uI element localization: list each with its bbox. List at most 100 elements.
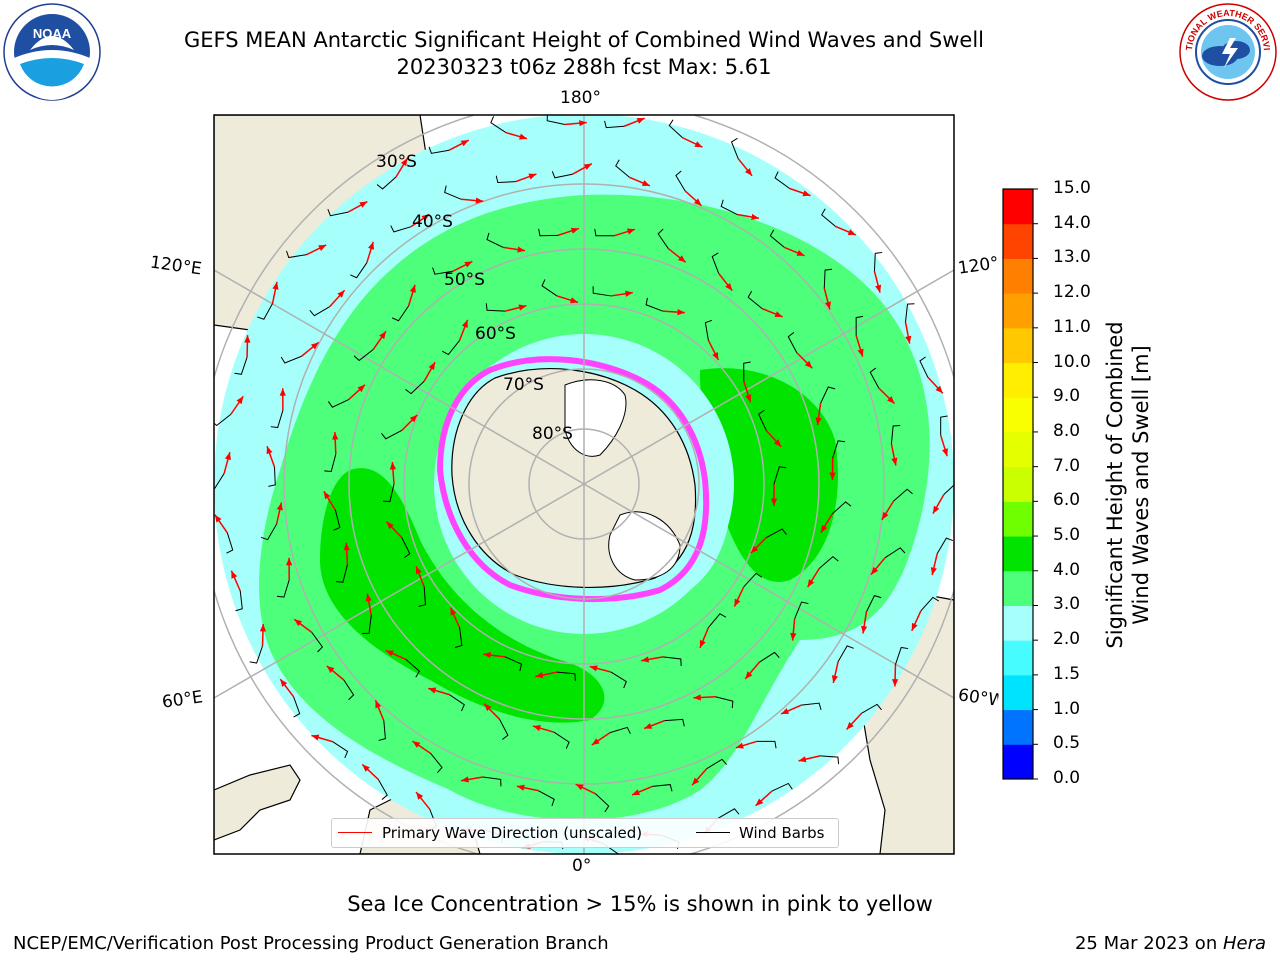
wind-barb xyxy=(940,415,948,436)
wave-arrow-head xyxy=(829,472,836,480)
wave-arrow-head xyxy=(461,776,469,783)
wave-arrow-head xyxy=(750,545,759,554)
map-legend: Primary Wave Direction (unscaled) Wind B… xyxy=(331,818,839,848)
wave-arrow-head xyxy=(745,671,753,679)
colorbar-frame xyxy=(1002,188,1034,780)
colorbar-tick-label: 2.0 xyxy=(1053,629,1081,650)
legend-label-wind-barbs: Wind Barbs xyxy=(739,824,825,842)
wave-arrow-head xyxy=(905,335,912,344)
land-africa xyxy=(214,764,301,841)
wind-barb xyxy=(801,702,822,711)
wave-arrow-head xyxy=(389,462,397,470)
colorbar-tick-label: 15.0 xyxy=(1053,178,1091,198)
colorbar-segment xyxy=(1003,258,1033,294)
wave-vectors xyxy=(214,115,954,854)
wind-barb xyxy=(418,586,427,607)
wind-barb xyxy=(823,268,833,289)
wave-arrow-head xyxy=(461,319,468,328)
wind-barb xyxy=(936,537,954,554)
wind-barb xyxy=(904,303,915,323)
wind-barb xyxy=(495,175,516,184)
wave-arrow-head xyxy=(428,687,437,694)
wave-arrow-head xyxy=(744,168,753,176)
wave-arrow-head xyxy=(483,651,491,659)
wave-arrow-head xyxy=(820,524,828,533)
wind-barb xyxy=(381,430,402,440)
wave-arrow-head xyxy=(357,384,365,393)
wind-barb xyxy=(869,367,880,389)
wind-barb xyxy=(774,171,790,189)
wind-barb xyxy=(610,671,627,689)
colorbar-tick-label: 0.5 xyxy=(1053,733,1081,754)
wave-arrow-head xyxy=(332,432,339,440)
wind-barb xyxy=(595,793,610,813)
wave-arrow-head xyxy=(911,622,918,631)
wave-arrow-head xyxy=(930,567,937,576)
wind-barb xyxy=(837,645,854,662)
wind-barb xyxy=(378,720,386,741)
lat-label-80s: 80°S xyxy=(532,424,573,444)
wind-barb xyxy=(832,440,846,459)
wind-barb xyxy=(504,656,523,672)
wave-arrow-head xyxy=(589,665,598,672)
wave-arrow-head xyxy=(337,290,345,298)
sea-ice-note: Sea Ice Concentration > 15% is shown in … xyxy=(347,892,933,916)
nws-logo: NATIONAL WEATHER SERVICE xyxy=(1178,2,1277,101)
wave-arrow-head xyxy=(516,784,525,791)
wind-barb xyxy=(730,137,739,159)
noaa-logo-text: NOAA xyxy=(33,26,72,41)
wind-barb xyxy=(615,159,630,178)
wind-barb xyxy=(333,509,341,531)
wave-arrow-head xyxy=(891,679,899,687)
wave-arrow-head xyxy=(677,255,686,263)
wind-barb xyxy=(743,361,751,382)
colorbar-segment xyxy=(1003,501,1033,537)
wind-barb xyxy=(335,564,348,583)
wave-arrow-head xyxy=(214,514,222,523)
wind-barb xyxy=(280,355,302,364)
colorbar-tick-label: 8.0 xyxy=(1053,420,1081,441)
wave-arrow-head xyxy=(891,457,898,466)
wind-barb xyxy=(401,537,411,559)
wind-barb xyxy=(609,726,631,734)
wave-arrow-head xyxy=(518,304,527,311)
colorbar-segment xyxy=(1003,466,1033,502)
wave-arrow-head xyxy=(871,566,879,575)
wave-arrow-head xyxy=(375,700,382,709)
colorbar-tick-label: 4.0 xyxy=(1053,559,1081,580)
wind-barb xyxy=(444,185,462,200)
wave-arrow-head xyxy=(450,607,457,616)
wave-arrow-head xyxy=(745,394,752,403)
wave-band-4-5-west xyxy=(320,468,605,723)
wave-arrow-head xyxy=(751,213,759,221)
wind-barb xyxy=(794,601,809,619)
lon-label-0: 0° xyxy=(572,856,592,876)
wind-barb xyxy=(715,696,734,709)
wave-arrow-head xyxy=(412,741,421,748)
wave-arrow-head xyxy=(294,619,302,627)
wind-barb xyxy=(668,119,683,139)
wave-arrow-head xyxy=(579,120,587,127)
wave-arrow-head xyxy=(528,173,537,180)
wave-arrow-head xyxy=(409,414,418,423)
lat-label-50s: 50°S xyxy=(444,270,485,290)
wind-barb xyxy=(708,613,727,628)
wave-arrow-head xyxy=(535,672,544,679)
noaa-logo: NOAA xyxy=(3,3,101,101)
colorbar-tick-label: 1.5 xyxy=(1053,663,1081,684)
wave-arrow-head xyxy=(942,448,948,457)
wind-barb xyxy=(499,719,509,740)
wind-barb xyxy=(249,645,263,664)
wind-barb xyxy=(234,357,248,375)
colorbar-tick-label: 12.0 xyxy=(1053,282,1091,303)
legend-line-wind-barbs xyxy=(696,832,730,833)
wave-arrow-head xyxy=(318,244,327,251)
wind-barb xyxy=(757,409,767,431)
wave-arrow-head xyxy=(323,491,331,500)
wave-arrow-head xyxy=(276,502,283,511)
colorbar-tick-label: 5.0 xyxy=(1053,525,1081,546)
wave-arrow-head xyxy=(244,335,251,343)
wind-barb xyxy=(657,228,669,249)
wave-band-4-5-east xyxy=(700,368,838,582)
